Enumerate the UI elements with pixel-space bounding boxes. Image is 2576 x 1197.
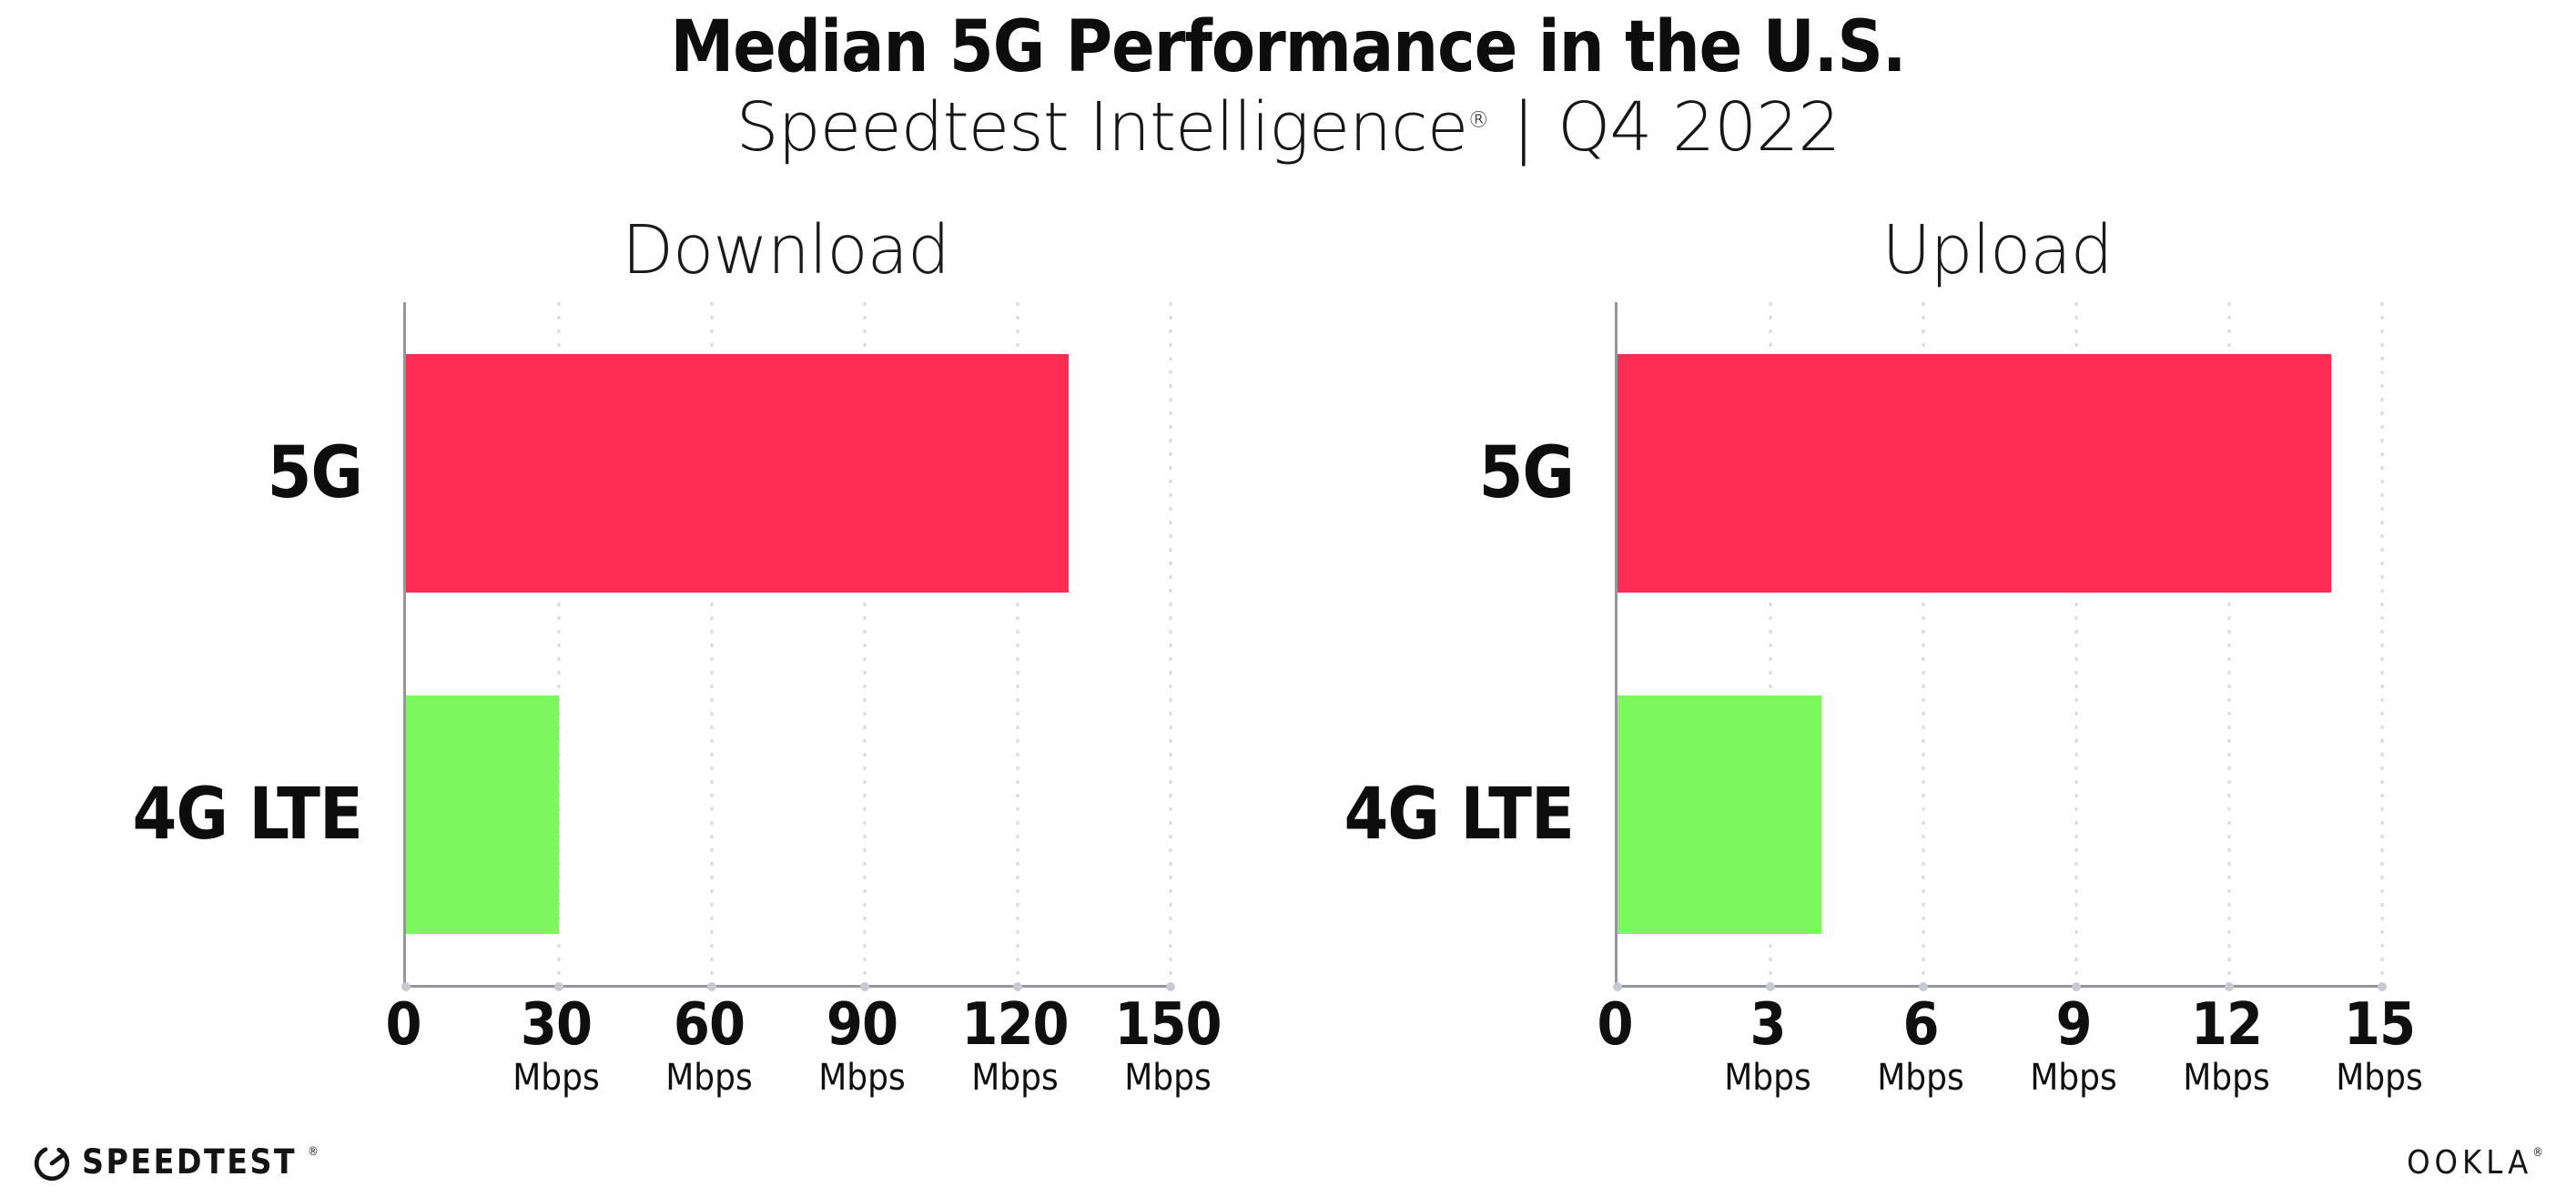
tick-dot <box>1766 982 1775 991</box>
gridline <box>2074 302 2078 985</box>
gridline <box>863 302 867 985</box>
x-tick-value: 90 <box>826 991 898 1059</box>
x-tick-label: 90 Mbps <box>818 991 906 1100</box>
tick-dot <box>1919 982 1928 991</box>
header: Median 5G Performance in the U.S. Speedt… <box>0 6 2576 164</box>
gridline <box>2227 302 2231 985</box>
x-tick-value: 12 <box>2190 991 2263 1059</box>
x-tick-value: 3 <box>1749 991 1786 1059</box>
x-tick-unit: Mbps <box>971 1057 1059 1100</box>
tick-dot <box>1166 982 1175 991</box>
gridline <box>557 302 561 985</box>
footer: SPEEDTEST ® OOKLA ® <box>33 1144 2543 1182</box>
x-tick-value: 9 <box>2055 991 2092 1059</box>
download-chart-title: Download <box>622 211 950 289</box>
x-tick-unit: Mbps <box>512 1057 600 1100</box>
speedtest-gauge-icon <box>34 1145 70 1182</box>
x-tick-unit: Mbps <box>2183 1057 2270 1100</box>
category-label-5g: 5G <box>267 431 363 514</box>
download-x-axis: 0 30 Mbps 60 Mbps 90 Mbps 120 Mbps 150 Mbps <box>385 991 1222 1131</box>
ookla-logo: OOKLA ® <box>2407 1145 2543 1182</box>
x-tick-label: 30 Mbps <box>512 991 600 1100</box>
upload-y-axis-labels: 5G 4G LTE <box>1305 302 1615 988</box>
x-tick-value: 0 <box>1597 991 1633 1059</box>
x-tick-label: 12 Mbps <box>2183 991 2270 1100</box>
x-tick-value: 60 <box>673 991 745 1059</box>
subtitle-divider: | <box>1512 87 1535 167</box>
gridline <box>1922 302 1925 985</box>
x-tick-label: 9 Mbps <box>2030 991 2117 1100</box>
gridline <box>1169 302 1172 985</box>
tick-dot <box>1013 982 1022 991</box>
download-plot-area <box>401 302 1175 991</box>
bar-4g-lte <box>1618 695 1821 934</box>
x-tick-value: 0 <box>385 991 421 1059</box>
upload-chart-body: 5G 4G LTE <box>1305 302 2387 991</box>
upload-x-axis: 0 3 Mbps 6 Mbps 9 Mbps 12 Mbps 15 Mbps <box>1597 991 2422 1131</box>
x-tick-unit: Mbps <box>818 1057 906 1100</box>
x-tick-label: 0 <box>1597 991 1633 1059</box>
bar-5g <box>1618 353 2331 593</box>
upload-chart: Upload 5G 4G LTE 0 3 Mbps 6 Mbps 9 Mbps 12 Mbps 15… <box>1305 211 2423 1131</box>
gridline <box>1016 302 1019 985</box>
x-tick-unit: Mbps <box>2030 1057 2117 1100</box>
gridline <box>1769 302 1772 985</box>
x-tick-value: 6 <box>1902 991 1939 1059</box>
x-tick-label: 60 Mbps <box>665 991 753 1100</box>
registered-trademark-icon: ® <box>2532 1146 2543 1160</box>
tick-dot <box>554 982 563 991</box>
x-tick-unit: Mbps <box>1124 1057 1212 1100</box>
tick-dot <box>860 982 869 991</box>
x-tick-label: 15 Mbps <box>2336 991 2423 1100</box>
tick-dot <box>401 982 411 991</box>
x-tick-unit: Mbps <box>1877 1057 1964 1100</box>
x-tick-label: 3 Mbps <box>1724 991 1811 1100</box>
x-tick-label: 120 Mbps <box>961 991 1069 1100</box>
x-tick-unit: Mbps <box>2336 1057 2423 1100</box>
subtitle: Speedtest Intelligence® | Q4 2022 <box>0 92 2576 164</box>
download-chart: Download 5G 4G LTE 0 30 Mbps 60 Mbps 90 Mbps 120… <box>94 211 1222 1131</box>
speedtest-logo: SPEEDTEST ® <box>33 1144 319 1182</box>
x-tick-value: 30 <box>520 991 593 1059</box>
x-tick-unit: Mbps <box>665 1057 753 1100</box>
category-label-5g: 5G <box>1478 431 1575 514</box>
upload-chart-title: Upload <box>1881 211 2113 289</box>
subtitle-brand: Speedtest Intelligence <box>735 87 1469 167</box>
download-y-axis-labels: 5G 4G LTE <box>94 302 403 988</box>
speedtest-wordmark: SPEEDTEST <box>82 1142 298 1182</box>
ookla-wordmark: OOKLA <box>2407 1144 2533 1182</box>
subtitle-period: Q4 2022 <box>1557 87 1841 167</box>
tick-dot <box>2378 982 2387 991</box>
registered-trademark-icon: ® <box>1467 107 1489 133</box>
tick-dot <box>707 982 716 991</box>
download-chart-body: 5G 4G LTE <box>94 302 1175 991</box>
bar-5g <box>406 353 1069 593</box>
category-label-4g-lte: 4G LTE <box>132 773 363 856</box>
registered-trademark-icon: ® <box>308 1145 319 1159</box>
tick-dot <box>2072 982 2081 991</box>
page-title: Median 5G Performance in the U.S. <box>670 6 1906 88</box>
x-tick-value: 120 <box>961 991 1069 1059</box>
gridline <box>2380 302 2384 985</box>
x-tick-unit: Mbps <box>1724 1057 1811 1100</box>
bar-4g-lte <box>406 695 559 934</box>
x-tick-value: 15 <box>2343 991 2416 1059</box>
upload-plot-area <box>1613 302 2387 991</box>
x-tick-label: 6 Mbps <box>1877 991 1964 1100</box>
x-tick-value: 150 <box>1114 991 1222 1059</box>
tick-dot <box>1613 982 1622 991</box>
gridline <box>710 302 714 985</box>
x-tick-label: 150 Mbps <box>1114 991 1222 1100</box>
tick-dot <box>2225 982 2234 991</box>
category-label-4g-lte: 4G LTE <box>1344 773 1575 856</box>
x-tick-label: 0 <box>385 991 421 1059</box>
